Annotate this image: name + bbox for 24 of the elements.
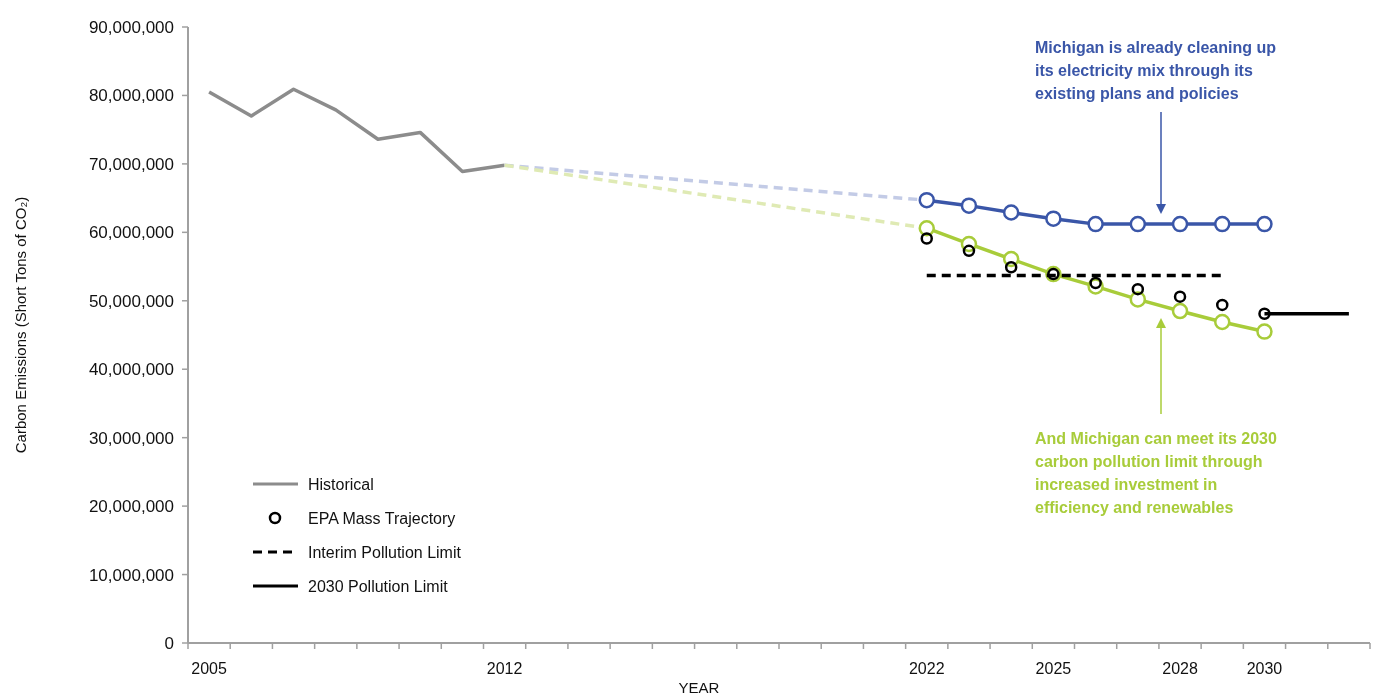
y-tick-label: 80,000,000	[88, 86, 174, 106]
y-tick-label: 90,000,000	[88, 18, 174, 37]
x-axis-title: YEAR	[678, 679, 720, 696]
y-tick-label: 50,000,000	[88, 291, 174, 311]
x-tick-label: 2028	[1162, 660, 1198, 677]
y-tick-label: 60,000,000	[88, 223, 174, 243]
legend-label: EPA Mass Trajectory	[308, 510, 456, 527]
x-tick-label: 2012	[486, 660, 523, 677]
y-tick-label: 0	[164, 634, 174, 653]
legend-label: 2030 Pollution Limit	[308, 578, 449, 595]
legend-label: Interim Pollution Limit	[308, 544, 462, 561]
annotation: And Michigan can meet its 2030 carbon pollution limit through increased investment in efficiency and renewables	[1035, 430, 1277, 516]
x-tick-label: 2030	[1246, 660, 1283, 677]
x-tick-label: 2005	[191, 660, 228, 677]
y-axis-title: Carbon Emissions (Short Tons of CO₂)	[12, 196, 29, 454]
y-tick-label: 20,000,000	[88, 497, 174, 517]
annotation: Michigan is already cleaning up its electricity mix through its existing plans and policies	[1035, 39, 1277, 102]
x-tick-label: 2025	[1035, 660, 1072, 677]
y-tick-label: 40,000,000	[88, 360, 174, 380]
y-tick-label: 70,000,000	[88, 154, 174, 174]
legend-label: Historical	[308, 476, 374, 493]
x-tick-label: 2022	[908, 660, 945, 677]
y-tick-label: 30,000,000	[88, 428, 174, 448]
y-tick-label: 10,000,000	[88, 565, 174, 585]
